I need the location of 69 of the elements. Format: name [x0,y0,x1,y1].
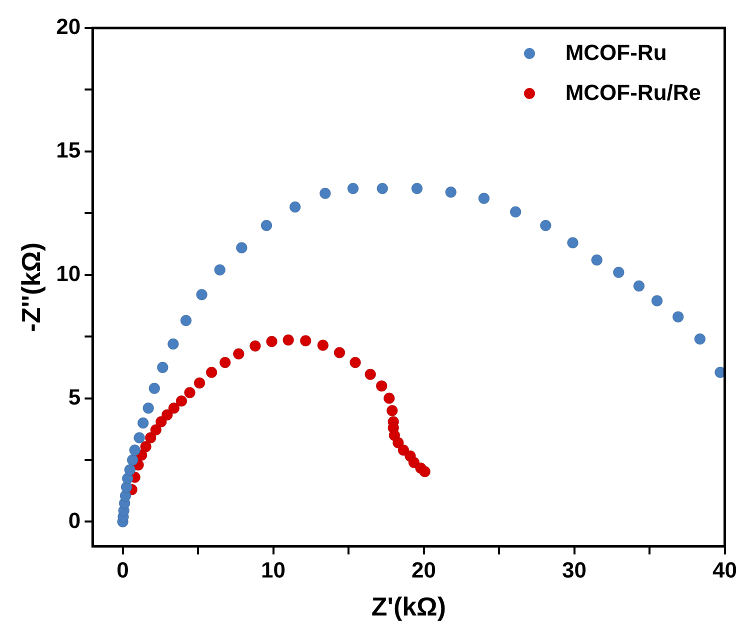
y-tick-label: 5 [68,384,81,410]
point [249,340,261,352]
point [206,366,218,378]
point [300,335,312,347]
point [236,242,248,254]
point [124,464,136,476]
x-tick-label: 10 [261,558,286,583]
y-tick-label: 0 [68,508,81,533]
point [350,356,362,368]
point [214,264,226,276]
point [180,314,192,326]
point [126,454,138,466]
point [672,311,684,323]
point [161,409,173,421]
point [445,186,457,198]
point [540,220,552,232]
legend-label: MCOF-Ru/Re [565,80,701,106]
point [651,295,663,307]
point [317,339,329,351]
point [376,380,388,392]
point [266,336,278,348]
point [383,392,395,404]
point [156,362,168,374]
point [184,386,196,398]
x-axis-title: Z'(kΩ) [371,592,446,622]
point [176,395,188,407]
point [194,377,206,389]
point [134,432,146,444]
point [419,466,431,478]
point [150,424,162,436]
x-tick-label: 40 [712,558,738,583]
point [392,436,404,448]
point [591,254,603,266]
point [694,333,706,345]
point [319,188,331,200]
x-tick-label: 0 [116,558,129,583]
point [510,206,522,218]
point [142,402,154,414]
point [289,201,301,213]
y-tick-label: 15 [56,137,81,162]
y-tick-label: 10 [56,260,81,286]
point [168,402,180,414]
point [129,444,141,456]
point [347,182,359,194]
point [219,356,231,368]
point [140,440,152,452]
point [137,417,149,429]
y-axis-title: -Z''(kΩ) [16,242,46,332]
point [334,346,346,358]
point [612,266,624,278]
point [478,192,490,204]
point [411,182,423,194]
point [232,348,244,360]
point [633,280,645,292]
point [196,288,208,300]
legend-label: MCOF-Ru [565,40,667,66]
point [386,404,398,416]
point [364,368,376,380]
point [260,220,272,232]
point [148,382,160,394]
x-tick-label: 20 [412,558,436,583]
point [167,338,179,350]
x-tick-label: 30 [562,558,587,583]
point [144,432,156,444]
point [376,182,388,194]
y-tick-label: 20 [56,14,81,40]
point [714,366,725,378]
point [567,237,579,249]
point [282,334,294,346]
